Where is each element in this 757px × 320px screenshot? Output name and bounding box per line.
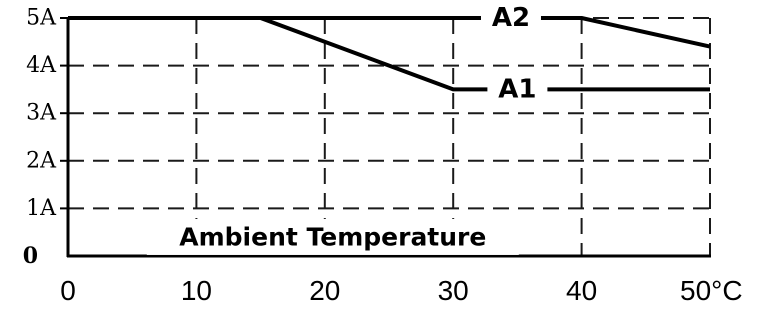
series-label-a1: A1 — [498, 74, 536, 104]
x-tick-label-10: 10 — [181, 275, 212, 306]
x-tick-label-0: 0 — [60, 275, 76, 306]
series-group — [68, 16, 711, 92]
annotation-ambient-temperature: Ambient Temperature — [179, 222, 486, 251]
series-line-a2 — [68, 16, 711, 49]
series-line-a1 — [68, 16, 710, 92]
annotation-bg — [146, 218, 519, 255]
y-tick-label-3: 3A — [26, 101, 57, 126]
x-tick-label-30: 30 — [438, 275, 469, 306]
x-tick-label-20: 20 — [309, 275, 340, 306]
y-tick-label-2: 2A — [26, 148, 57, 173]
y-tick-label-1: 1A — [26, 196, 57, 221]
y-tick-label-5: 5A — [26, 6, 57, 31]
labels-group: 0 1A 2A 3A 4A 5A 0 10 20 30 40 50°C A2 A1 Ambient Temp… — [23, 2, 743, 306]
axes — [60, 17, 711, 258]
y-tick-label-0: 0 — [23, 243, 38, 269]
x-tick-label-40: 40 — [566, 275, 597, 306]
x-tick-label-50: 50°C — [680, 275, 743, 306]
series-label-a2: A2 — [492, 3, 530, 33]
grid — [68, 17, 711, 256]
series-label-bg-a1 — [487, 73, 548, 106]
y-tick-label-4: 4A — [26, 53, 57, 78]
series-label-bg-a2 — [480, 2, 541, 34]
